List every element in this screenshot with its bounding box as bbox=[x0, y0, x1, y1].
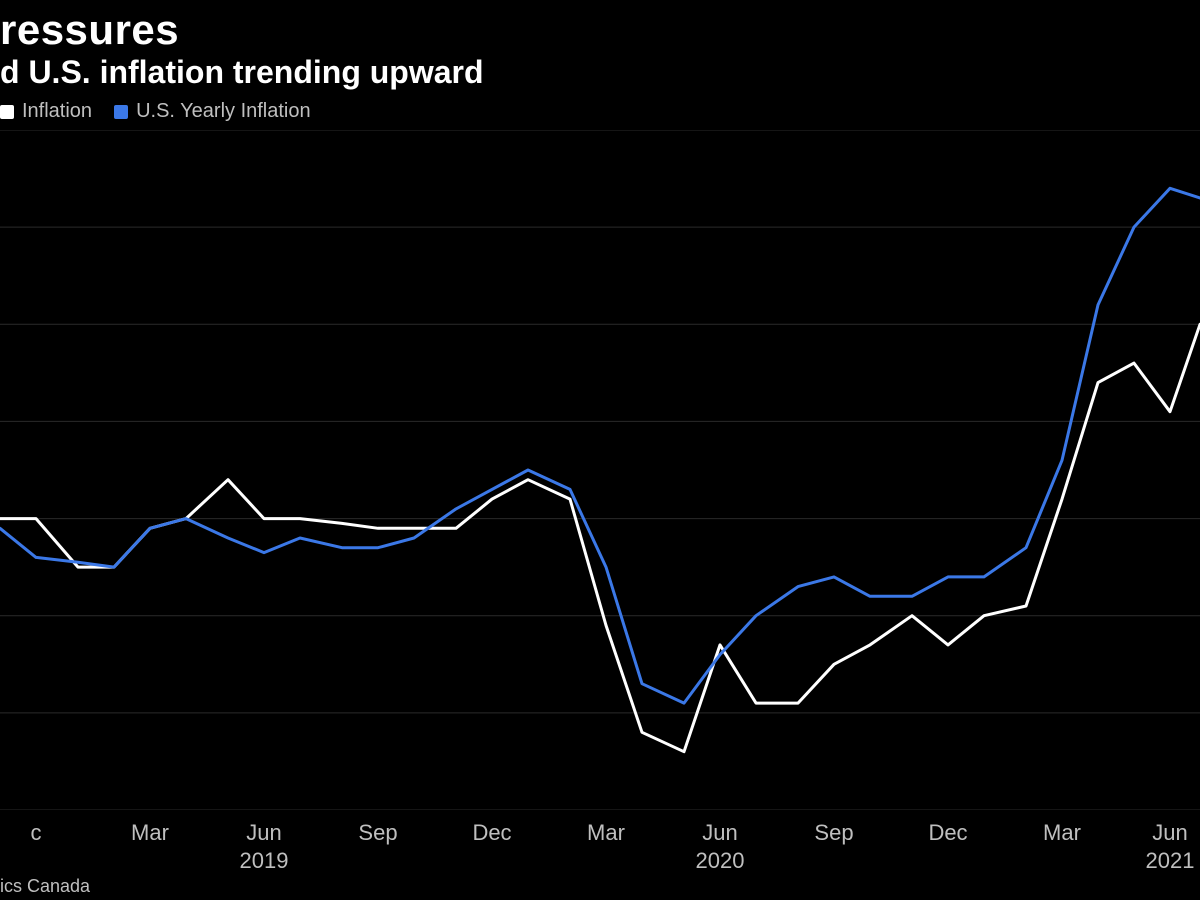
chart-container: ressures d U.S. inflation trending upwar… bbox=[0, 0, 1200, 900]
series-lines bbox=[0, 188, 1200, 751]
x-tick: Mar bbox=[131, 820, 169, 846]
line-chart bbox=[0, 130, 1200, 810]
legend: Inflation U.S. Yearly Inflation bbox=[0, 100, 311, 123]
x-axis: cMarJunSepDecMarJunSepDecMarJun201920202… bbox=[0, 820, 1200, 880]
source-text: ics Canada bbox=[0, 876, 90, 897]
x-tick: Dec bbox=[472, 820, 511, 846]
x-year: 2020 bbox=[696, 848, 745, 874]
series-us bbox=[0, 188, 1200, 703]
x-tick: Mar bbox=[587, 820, 625, 846]
x-tick: Dec bbox=[928, 820, 967, 846]
x-tick: Sep bbox=[814, 820, 853, 846]
x-year: 2021 bbox=[1146, 848, 1195, 874]
legend-swatch-us bbox=[114, 105, 128, 119]
legend-label-canada: Inflation bbox=[22, 100, 92, 123]
x-year: 2019 bbox=[240, 848, 289, 874]
legend-label-us: U.S. Yearly Inflation bbox=[136, 100, 311, 123]
series-canada bbox=[0, 324, 1200, 751]
x-tick: Jun bbox=[246, 820, 281, 846]
gridlines bbox=[0, 130, 1200, 810]
legend-item-us: U.S. Yearly Inflation bbox=[114, 100, 311, 123]
legend-swatch-canada bbox=[0, 105, 14, 119]
x-tick: Mar bbox=[1043, 820, 1081, 846]
x-tick: c bbox=[31, 820, 42, 846]
x-tick: Sep bbox=[358, 820, 397, 846]
chart-subtitle: d U.S. inflation trending upward bbox=[0, 54, 484, 91]
x-tick: Jun bbox=[1152, 820, 1187, 846]
chart-title: ressures bbox=[0, 6, 179, 54]
x-tick: Jun bbox=[702, 820, 737, 846]
legend-item-canada: Inflation bbox=[0, 100, 92, 123]
